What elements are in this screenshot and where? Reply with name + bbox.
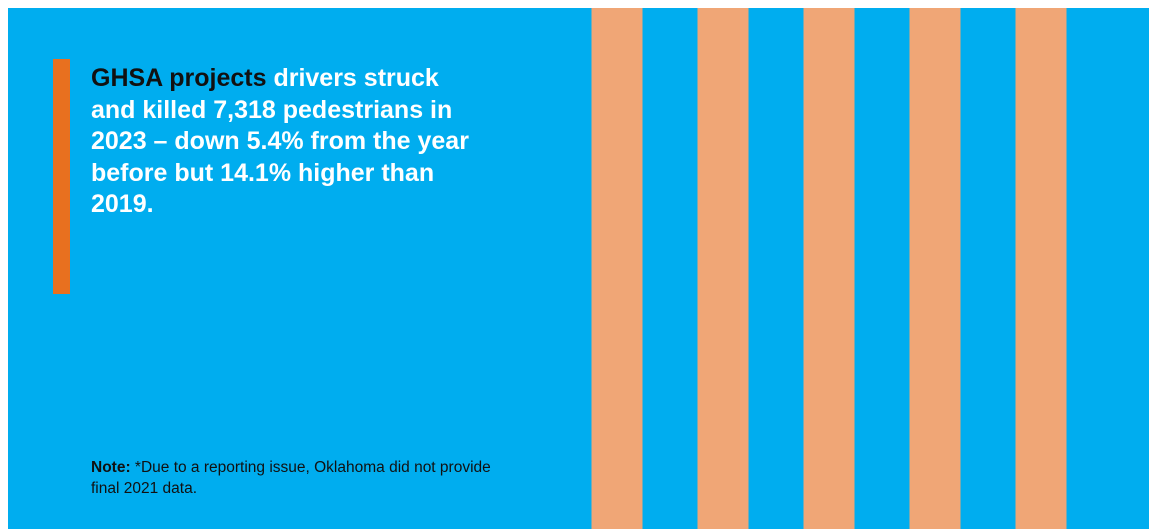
bar-4 bbox=[909, 8, 961, 529]
note-label: Note: bbox=[91, 459, 131, 476]
note-text: *Due to a reporting issue, Oklahoma did … bbox=[91, 459, 491, 497]
bar-chart: 6,41220196,71220207,4432021*7,73720227,3… bbox=[591, 8, 1067, 529]
headline-part-1: GHSA projects bbox=[91, 64, 274, 92]
footnote: Note: *Due to a reporting issue, Oklahom… bbox=[91, 457, 511, 499]
bar-3 bbox=[803, 8, 855, 529]
headline: GHSA projects drivers struck and killed … bbox=[91, 63, 471, 221]
accent-bar bbox=[53, 59, 70, 294]
infographic-panel: GHSA projects drivers struck and killed … bbox=[8, 8, 1149, 529]
bar-5 bbox=[1015, 8, 1067, 529]
bar-2 bbox=[697, 8, 749, 529]
bar-1 bbox=[591, 8, 643, 529]
headline-part-2-highlight: drivers struck and killed 7,318 pedestri… bbox=[91, 64, 469, 218]
